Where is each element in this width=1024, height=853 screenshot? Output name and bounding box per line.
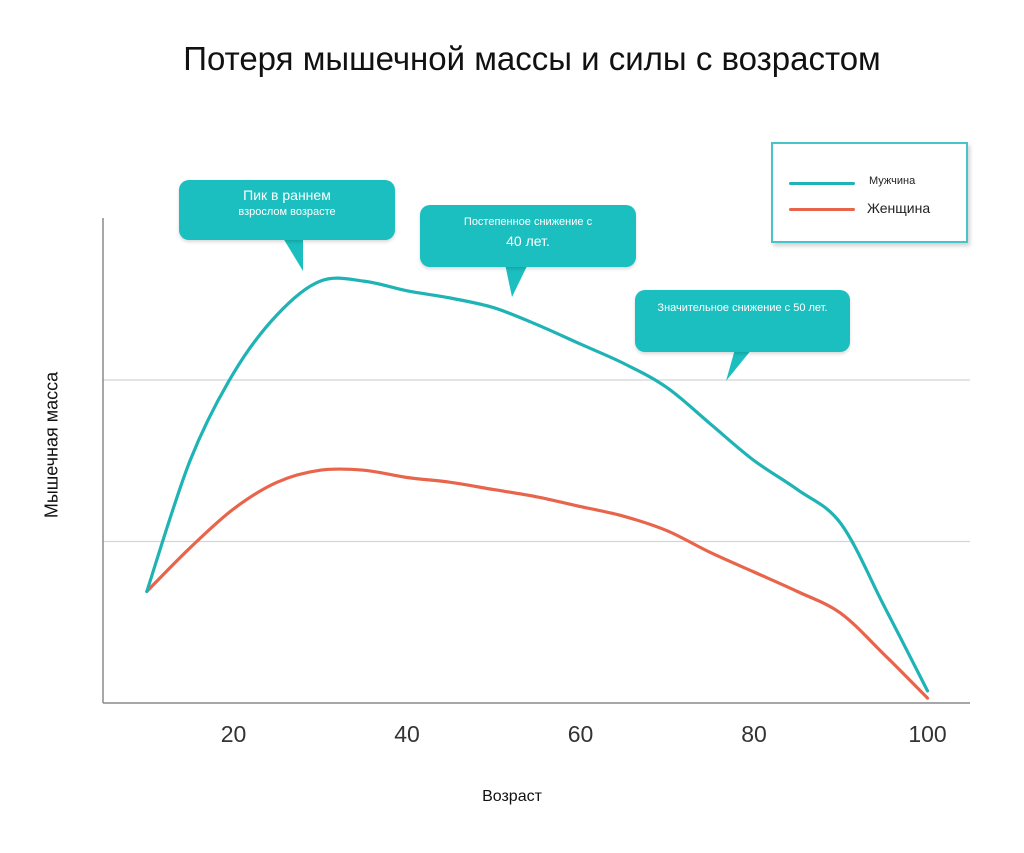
callout-tail-significant (726, 349, 752, 381)
annotation-significant-decline: Значительное снижение с 50 лет. (635, 290, 850, 352)
annotation-peak-line1: Пик в раннем (243, 187, 331, 203)
y-axis-label: Мышечная масса (41, 371, 62, 519)
gridlines (103, 379, 970, 543)
x-tick-label-20: 20 (221, 721, 247, 747)
x-tick-label-40: 40 (394, 721, 420, 747)
legend: Мужчина Женщина (771, 142, 968, 243)
annotation-significant-decline-line1: Значительное снижение с 50 лет. (657, 302, 828, 314)
annotation-gradual-decline: Постепенное снижение с 40 лет. (420, 205, 636, 267)
legend-line-women (789, 208, 855, 211)
chart-title: Потеря мышечной массы и силы с возрастом (183, 40, 881, 77)
annotation-peak: Пик в раннем взрослом возрасте (179, 180, 395, 240)
legend-label-men: Мужчина (869, 175, 916, 187)
legend-label-women: Женщина (867, 200, 931, 216)
annotation-gradual-decline-line2: 40 лет. (506, 233, 550, 249)
series-line-women (145, 467, 930, 700)
annotation-gradual-decline-line1: Постепенное снижение с (463, 216, 593, 228)
annotation-peak-line2: взрослом возрасте (238, 206, 336, 218)
series-lines (145, 276, 930, 700)
callout-tail-gradual (505, 264, 528, 297)
x-tick-label-100: 100 (908, 721, 946, 747)
callout-tails (283, 238, 752, 381)
x-tick-label-80: 80 (741, 721, 767, 747)
x-tick-label-60: 60 (568, 721, 594, 747)
callout-tail-peak (283, 238, 303, 271)
series-line-men (145, 276, 930, 693)
x-axis-label: Возраст (482, 788, 542, 805)
x-tick-labels: 20 40 60 80 100 (221, 721, 947, 747)
legend-line-men (789, 182, 855, 185)
